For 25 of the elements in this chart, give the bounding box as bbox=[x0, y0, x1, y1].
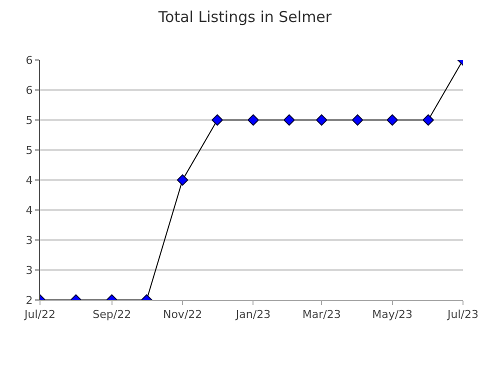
point bbox=[422, 114, 434, 126]
x-tick-label: Jul/23 bbox=[446, 308, 478, 322]
x-tick-label: Nov/22 bbox=[162, 308, 202, 322]
x-tick-label: Sep/22 bbox=[92, 308, 132, 322]
y-tick-label: 5 bbox=[26, 144, 33, 157]
chart-title: Total Listings in Selmer bbox=[157, 8, 332, 26]
x-tick-label: Mar/23 bbox=[302, 308, 341, 322]
x-tick-label: Jul/22 bbox=[24, 308, 56, 322]
point bbox=[386, 114, 398, 126]
y-tick-label: 4 bbox=[26, 204, 33, 217]
y-tick-label: 4 bbox=[26, 174, 33, 187]
y-tick-label: 3 bbox=[26, 264, 33, 277]
x-tick-label: May/23 bbox=[372, 308, 413, 322]
point bbox=[352, 114, 364, 126]
y-tick-label: 6 bbox=[26, 54, 33, 67]
y-tick-label: 2 bbox=[26, 294, 33, 307]
point bbox=[176, 174, 188, 186]
point bbox=[316, 114, 328, 126]
point bbox=[212, 114, 224, 126]
x-tick-label: Jan/23 bbox=[234, 308, 271, 322]
point bbox=[248, 114, 259, 126]
y-tick-label: 5 bbox=[26, 114, 33, 127]
point bbox=[283, 114, 295, 126]
y-tick-label: 6 bbox=[26, 84, 33, 97]
y-tick-label: 3 bbox=[26, 234, 33, 247]
